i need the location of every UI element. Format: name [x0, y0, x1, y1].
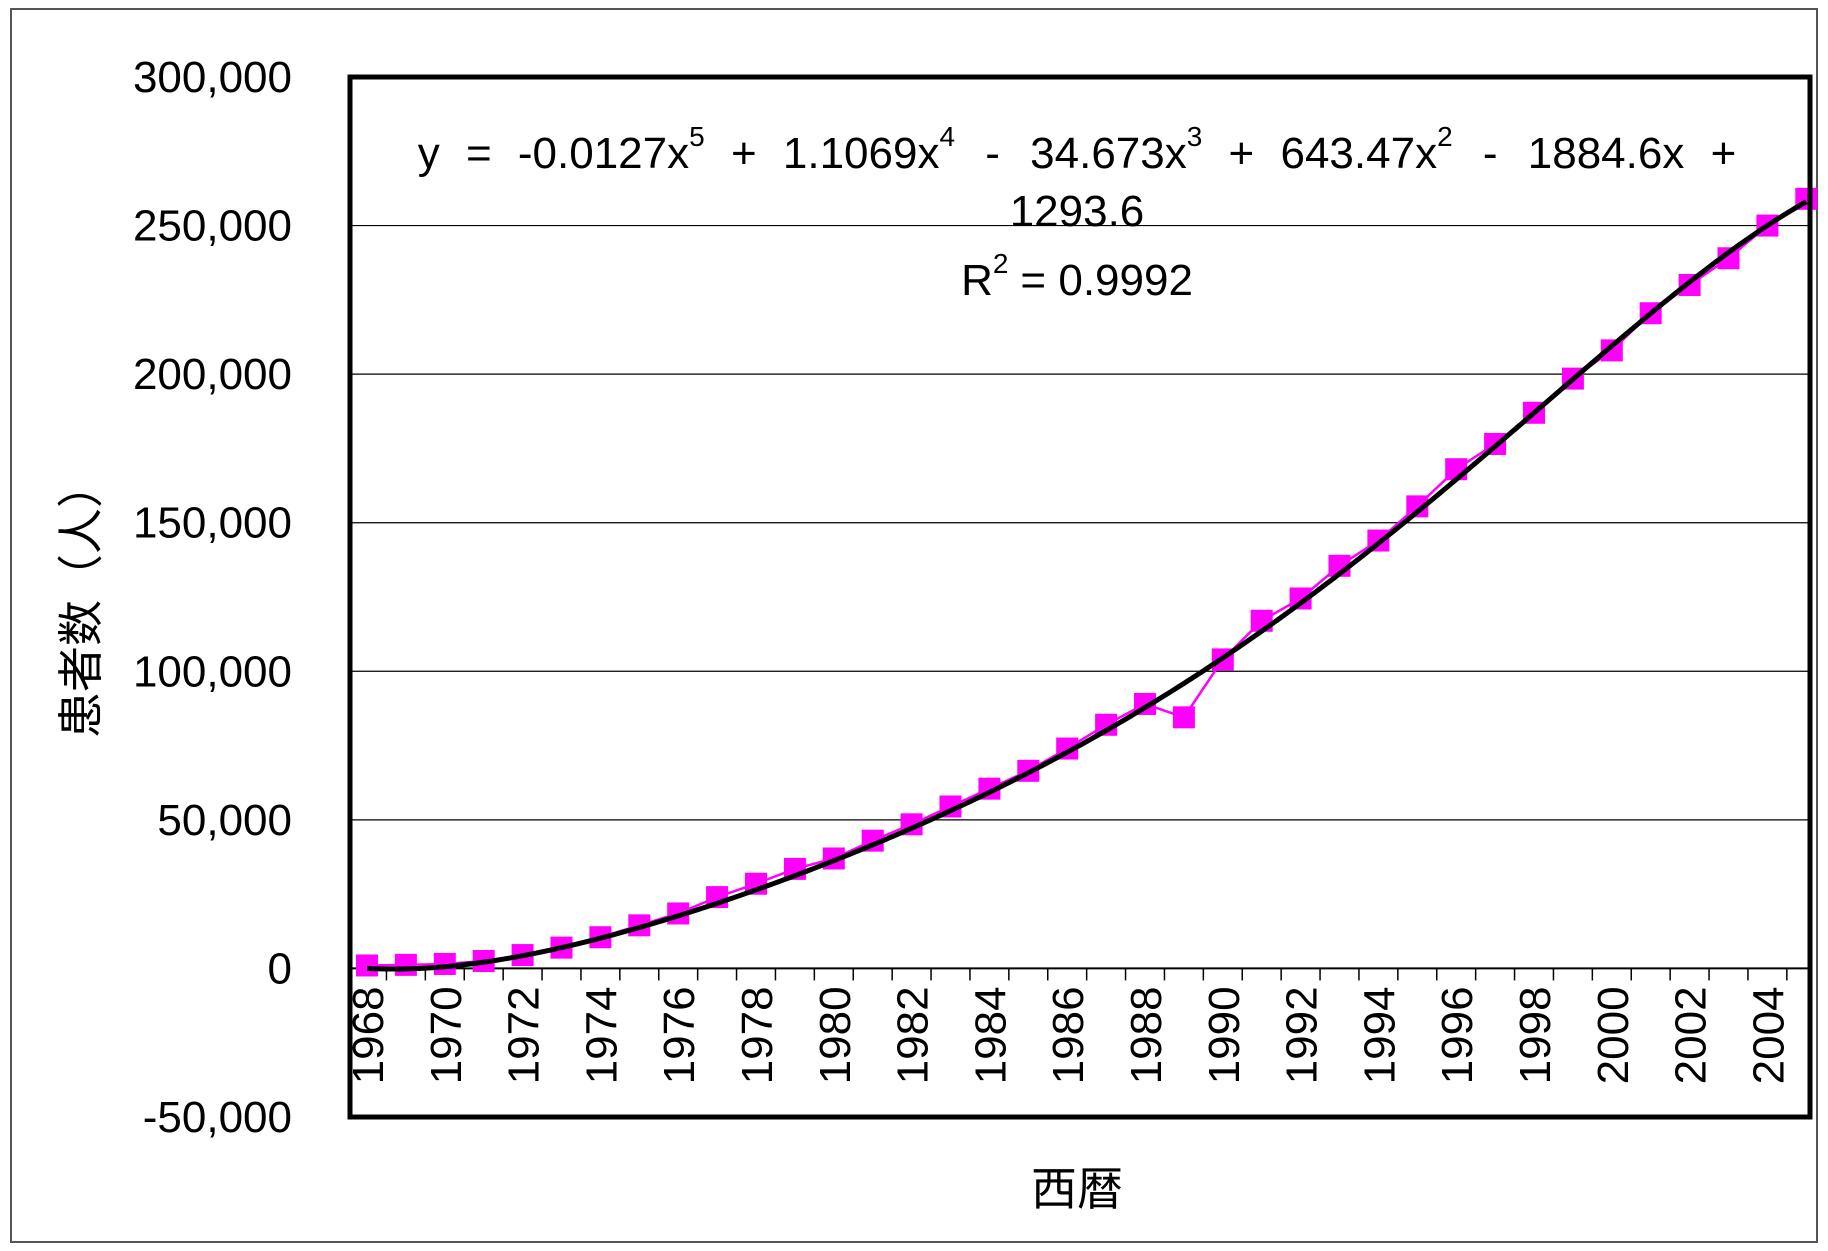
x-axis-title: 西暦	[1031, 1162, 1123, 1216]
eq-constant: 1293.6	[1010, 187, 1145, 236]
y-tick-label: 150,000	[133, 499, 292, 548]
eq-term3: 34.673x	[1030, 129, 1187, 178]
eq-y: y	[418, 129, 440, 178]
y-tick-label: 300,000	[133, 53, 292, 102]
r2-label: R	[961, 256, 993, 305]
y-tick-label: 100,000	[133, 647, 292, 696]
x-tick-marks	[385, 968, 1788, 981]
y-tick-label: 0	[268, 944, 292, 993]
data-point	[1717, 247, 1740, 270]
plot-border	[347, 74, 1813, 1120]
trendline-series	[366, 199, 1808, 972]
observed-series	[356, 187, 1818, 977]
eq-exp4: 2	[1437, 121, 1453, 152]
data-point	[1172, 706, 1195, 729]
y-tick-labels: -50,000 0 50,000 100,000 150,000 200,000 250,0…	[133, 53, 292, 1142]
y-axis-title: 患者数（人）	[54, 462, 108, 738]
data-point	[1406, 495, 1429, 518]
x-tick-label: 1986	[1044, 986, 1093, 1084]
eq-op3: +	[1229, 129, 1255, 178]
x-tick-label: 2002	[1667, 986, 1716, 1084]
eq-op5: +	[1711, 129, 1737, 178]
y-tick-label: 250,000	[133, 202, 292, 251]
x-tick-label: 1970	[422, 986, 471, 1084]
x-tick-label: 1982	[889, 986, 938, 1084]
x-tick-label: 1978	[733, 986, 782, 1084]
r2-value: = 0.9992	[1020, 256, 1193, 305]
x-tick-label: 1990	[1200, 986, 1249, 1084]
data-point	[1095, 713, 1118, 736]
x-tick-label: 1994	[1355, 986, 1404, 1084]
x-tick-label: 1980	[811, 986, 860, 1084]
eq-exp3: 3	[1187, 121, 1203, 152]
data-point	[394, 953, 417, 976]
data-point	[356, 954, 378, 977]
x-tick-label: 1988	[1122, 986, 1171, 1084]
observed-line	[366, 197, 1808, 967]
eq-op2: -	[985, 129, 1000, 178]
svg-text:y = -0.0127x5: y = -0.0127x5 + 1.1069x4 - 34.673x3 + 64…	[418, 107, 1737, 178]
x-tick-label: 1998	[1511, 986, 1560, 1084]
y-tick-label: 200,000	[133, 350, 292, 399]
trend-equation: y = -0.0127x5 + 1.1069x4 - 34.673x3 + 64…	[418, 107, 1737, 305]
r2-exp: 2	[993, 248, 1009, 279]
svg-text:R2= 0.9992: R2 = 0.9992	[961, 248, 1193, 305]
eq-exp1: 5	[689, 121, 705, 152]
gridlines	[350, 224, 1810, 970]
eq-term2: 1.1069x	[783, 129, 940, 178]
y-tick-label: -50,000	[143, 1093, 292, 1142]
x-tick-label: 1976	[655, 986, 704, 1084]
eq-exp2: 4	[939, 121, 955, 152]
chart-frame	[10, 8, 1818, 1243]
x-tick-label: 1984	[966, 986, 1015, 1084]
y-tick-label: 50,000	[157, 796, 292, 845]
data-point	[1600, 339, 1623, 362]
eq-term4: 643.47x	[1280, 129, 1437, 178]
x-tick-label: 1992	[1278, 986, 1327, 1084]
eq-op4: -	[1483, 129, 1498, 178]
x-tick-labels: 1968 1970 1972 1974 1976 1978 1980 1982 1984 1986…	[344, 986, 1793, 1084]
data-point	[1289, 587, 1312, 610]
x-tick-label: 1972	[500, 986, 549, 1084]
x-tick-label: 2000	[1589, 986, 1638, 1084]
eq-term1: -0.0127x	[518, 129, 689, 178]
x-tick-label: 1974	[577, 986, 626, 1084]
eq-term5: 1884.6x	[1528, 129, 1685, 178]
trendline	[366, 199, 1808, 972]
eq-equals: =	[466, 129, 492, 178]
x-tick-label: 1996	[1433, 986, 1482, 1084]
eq-op1: +	[731, 129, 757, 178]
x-tick-label: 2004	[1744, 986, 1793, 1084]
